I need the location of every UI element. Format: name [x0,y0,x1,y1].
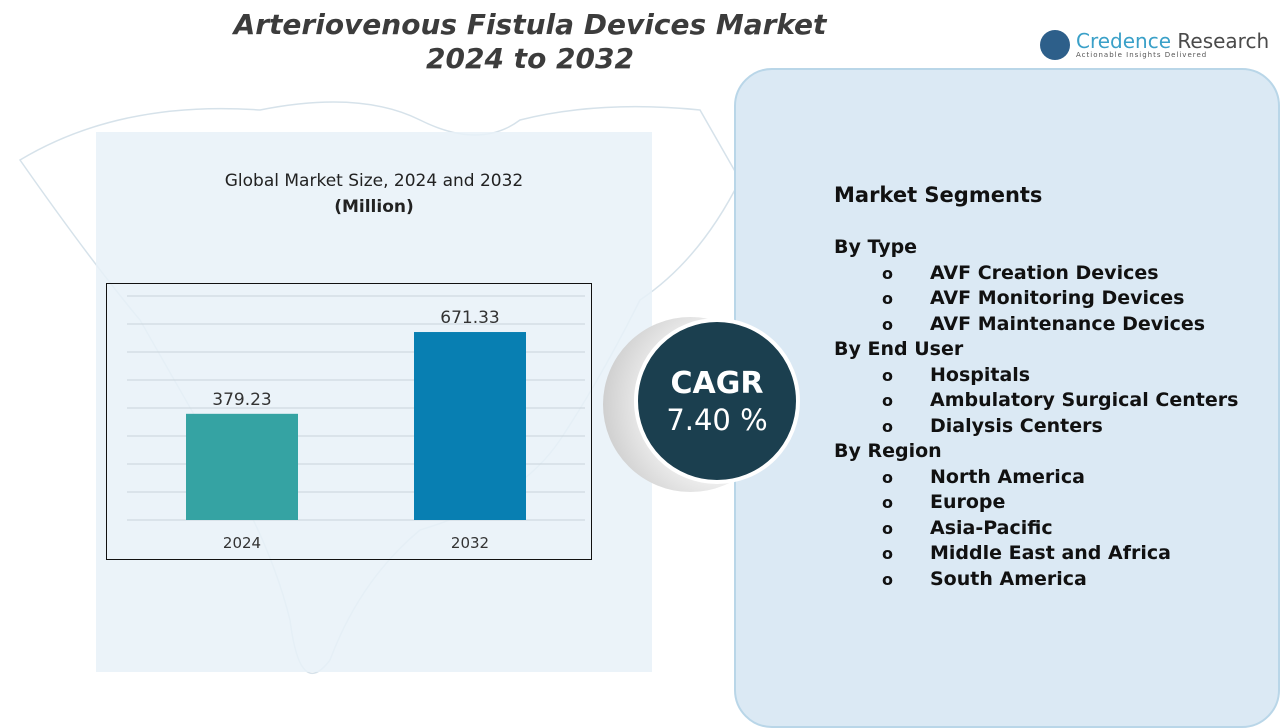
title-line-2: 2024 to 2032 [426,42,634,75]
chart-panel [96,132,652,672]
chart-title: Global Market Size, 2024 and 2032 [224,171,524,191]
segment-item: o Dialysis Centers [834,414,1238,440]
bar-chart: 379.23 2024 671.33 2032 [106,283,592,560]
bullet-icon: o [882,569,893,589]
bar-2024 [186,413,298,520]
bullet-icon: o [882,518,893,538]
bullet-icon: o [882,391,893,410]
segment-item-label: Dialysis Centers [930,414,1103,437]
segment-item: o AVF Maintenance Devices [834,312,1238,338]
logo-name-1: Credence [1076,29,1172,53]
segment-item-label: Hospitals [930,363,1031,386]
segment-item: o Ambulatory Surgical Centers [834,388,1238,414]
bullet-icon: o [882,467,893,487]
market-segments: Market Segments By Type o AVF Creation Dev… [834,183,1238,592]
segment-item-label: North America [930,465,1085,488]
segment-item: o North America [834,465,1238,491]
bullet-icon: o [882,289,893,308]
cagr-value: 7.40 % [666,403,768,437]
segment-item-label: AVF Creation Devices [930,261,1159,284]
logo-tagline: Actionable Insights Delivered [1076,51,1208,59]
segment-item-label: AVF Monitoring Devices [930,287,1185,309]
x-tick-label: 2024 [223,534,261,552]
bullet-icon: o [882,365,893,385]
x-tick-label: 2032 [451,534,489,552]
bullet-icon: o [882,314,893,334]
segment-item-label: AVF Maintenance Devices [930,312,1206,335]
segment-item-label: Europe [930,491,1006,513]
bullet-icon: o [882,493,893,512]
segment-item: o South America [834,567,1238,593]
chart-unit: (Million) [334,197,414,217]
bullet-icon: o [882,263,893,283]
logo-name-2: Research [1177,29,1270,53]
segment-item: o Middle East and Africa [834,541,1238,567]
bar-chart-svg: 379.23 2024 671.33 2032 [127,295,585,552]
cagr-badge: CAGR 7.40 % [634,318,800,484]
segment-item-label: Ambulatory Surgical Centers [930,389,1239,411]
credence-research-logo: Credence Research Actionable Insights De… [1040,30,1269,60]
segments-panel [734,68,1280,728]
segment-item: o Hospitals [834,363,1238,389]
bullet-icon: o [882,416,893,436]
segment-item: o AVF Monitoring Devices [834,286,1238,312]
logo-icon [1040,30,1070,60]
segments-title: Market Segments [834,183,1043,207]
segment-item-label: South America [930,567,1087,590]
page-title: Arteriovenous Fistula Devices Market 202… [200,8,860,76]
segment-group-label: By Type [834,236,918,258]
segment-item: o Asia-Pacific [834,516,1238,542]
segment-group-label: By End User [834,338,964,360]
segment-item-label: Asia-Pacific [930,516,1053,539]
segment-group-label: By Region [834,440,942,462]
segment-item-label: Middle East and Africa [930,542,1171,564]
bullet-icon: o [882,544,893,563]
bar-2032 [414,332,526,520]
data-label: 671.33 [440,308,499,328]
cagr-label: CAGR [670,366,764,401]
data-label: 379.23 [212,390,271,410]
title-line-1: Arteriovenous Fistula Devices Market [233,8,827,41]
segment-item: o AVF Creation Devices [834,261,1238,287]
chart-header: Global Market Size, 2024 and 2032 (Milli… [96,168,652,220]
segment-item: o Europe [834,490,1238,516]
